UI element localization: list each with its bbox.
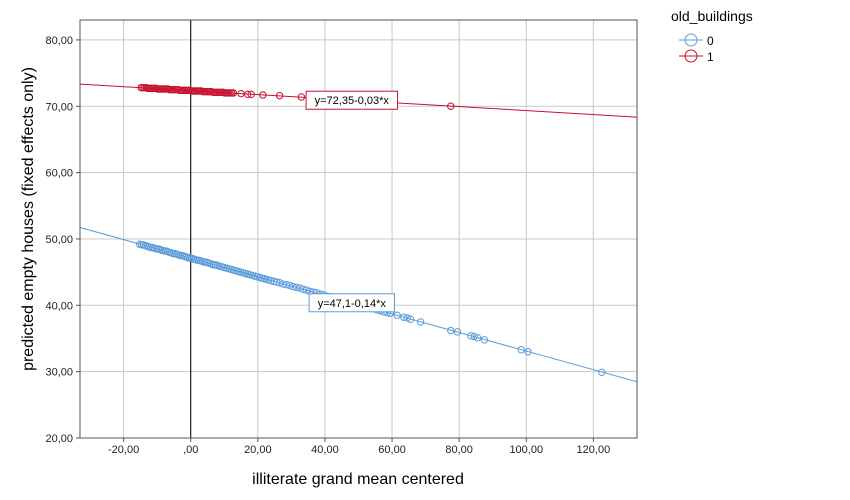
- y-tick-label: 20,00: [45, 433, 73, 445]
- data-point-series-0: [416, 318, 425, 326]
- legend-label: 1: [707, 50, 714, 64]
- data-point-series-0: [406, 315, 415, 323]
- data-point-series-0: [275, 279, 284, 287]
- x-tick-label: -20,00: [108, 444, 139, 456]
- y-tick-label: 60,00: [45, 168, 73, 180]
- legend-label: 0: [707, 34, 714, 48]
- data-point-series-0: [299, 285, 307, 294]
- data-point-series-0: [473, 334, 482, 342]
- x-axis-title: illiterate grand mean centered: [252, 471, 464, 488]
- x-axis-ticks: -20,00 ,00 20,00 40,00 60,00 80,00 100,00 120,0…: [108, 438, 610, 456]
- data-point-series-0: [292, 283, 301, 292]
- x-tick-label: 80,00: [445, 444, 473, 456]
- data-point-series-0: [598, 368, 606, 377]
- data-point-series-0: [286, 281, 294, 290]
- data-point-series-1: [275, 91, 284, 100]
- data-point-series-0: [524, 348, 532, 356]
- data-point-series-0: [400, 313, 408, 321]
- equation-box: [305, 90, 398, 110]
- data-point-series-1: [259, 91, 267, 99]
- data-point-series-0: [279, 280, 287, 288]
- data-point-series-0: [393, 311, 401, 319]
- data-point-series-0: [480, 336, 489, 344]
- equation-text: y=47,1-0,14*x: [318, 298, 387, 310]
- data-point-series-1: [247, 90, 255, 99]
- data-point-series-1: [244, 90, 252, 99]
- y-tick-label: 80,00: [45, 35, 73, 47]
- data-point-series-0: [467, 332, 475, 340]
- data-point-series-1: [447, 102, 455, 110]
- x-tick-label: 60,00: [378, 444, 406, 456]
- data-point-series-0: [282, 281, 291, 289]
- equation-text: y=72,35-0,03*x: [315, 95, 390, 107]
- data-point-series-0: [296, 284, 304, 292]
- data-point-series-0: [447, 326, 455, 335]
- plot-frame: [79, 19, 638, 439]
- x-tick-label: ,00: [183, 444, 198, 456]
- legend-title: old_buildings: [671, 8, 753, 24]
- x-tick-label: 120,00: [577, 444, 611, 456]
- x-tick-label: 100,00: [509, 444, 543, 456]
- equation-labels: y=47,1-0,14*x y=72,35-0,03*x: [305, 90, 398, 313]
- equation-label-series-0: y=47,1-0,14*x: [308, 293, 395, 313]
- y-axis-ticks: 20,00 30,00 40,00 50,00 60,00 70,00 80,00: [45, 35, 80, 445]
- equation-label-series-1: y=72,35-0,03*x: [305, 90, 398, 110]
- data-point-series-0: [289, 283, 297, 291]
- legend-marker: [684, 49, 698, 63]
- data-point-series-0: [302, 286, 311, 294]
- fit-lines: [79, 83, 638, 383]
- y-tick-label: 30,00: [45, 367, 73, 379]
- data-point-series-1: [229, 89, 238, 97]
- data-point-series-0: [517, 346, 525, 354]
- data-point-series-0: [470, 332, 478, 341]
- y-tick-label: 50,00: [45, 234, 73, 246]
- data-point-series-1: [297, 93, 306, 101]
- y-tick-label: 70,00: [45, 101, 73, 113]
- legend: old_buildings 0 1: [671, 8, 753, 64]
- y-tick-label: 40,00: [45, 300, 73, 312]
- x-tick-label: 20,00: [244, 444, 272, 456]
- x-tick-label: 40,00: [311, 444, 339, 456]
- data-points: [136, 83, 606, 377]
- y-axis-title: predicted empty houses (fixed effects on…: [20, 67, 37, 371]
- data-point-series-0: [272, 278, 281, 286]
- legend-entry-1: 1: [679, 49, 714, 64]
- data-point-series-0: [403, 314, 411, 322]
- data-point-series-0: [453, 328, 462, 336]
- legend-marker: [684, 33, 698, 47]
- legend-entry-0: 0: [679, 33, 714, 48]
- equation-box: [308, 293, 395, 313]
- grid-lines: [80, 20, 637, 439]
